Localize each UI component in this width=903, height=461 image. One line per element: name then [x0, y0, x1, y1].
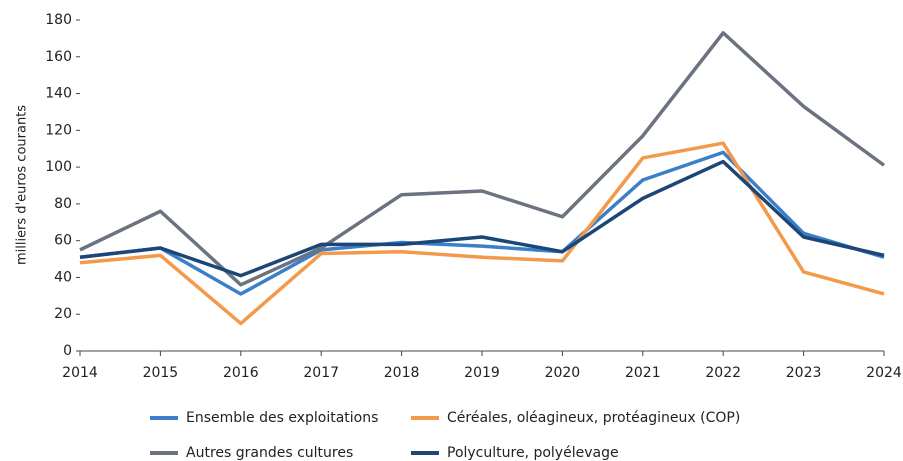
x-tick-label: 2024: [866, 365, 902, 381]
x-tick-label: 2019: [464, 365, 500, 381]
y-tick-label: 160: [45, 49, 72, 65]
y-axis-label: milliers d'euros courants: [15, 105, 30, 265]
legend-label: Céréales, oléagineux, protéagineux (COP): [447, 410, 740, 426]
series-line: [79, 141, 885, 326]
x-tick-label: 2018: [384, 365, 420, 381]
x-tick-label: 2021: [625, 365, 661, 381]
series-line: [79, 31, 886, 287]
x-tick-label: 2014: [62, 365, 98, 381]
y-tick-label: 20: [54, 306, 72, 322]
y-tick-label: 40: [54, 269, 72, 285]
x-tick-label: 2017: [303, 365, 339, 381]
legend-label: Ensemble des exploitations: [186, 410, 378, 426]
x-tick-label: 2023: [786, 365, 822, 381]
legend-label: Polyculture, polyélevage: [447, 445, 619, 461]
y-tick-label: 60: [54, 233, 72, 249]
y-tick-label: 180: [45, 12, 72, 28]
y-tick-label: 80: [54, 196, 72, 212]
y-tick-label: 0: [63, 343, 72, 359]
x-tick-label: 2022: [705, 365, 741, 381]
y-tick-label: 140: [45, 86, 72, 102]
x-tick-label: 2016: [223, 365, 259, 381]
series-line: [79, 159, 885, 278]
series-line: [79, 150, 885, 296]
y-tick-label: 100: [45, 159, 72, 175]
y-tick-label: 120: [45, 122, 72, 138]
legend-label: Autres grandes cultures: [186, 445, 353, 461]
x-tick-label: 2015: [143, 365, 179, 381]
x-tick-label: 2020: [545, 365, 581, 381]
